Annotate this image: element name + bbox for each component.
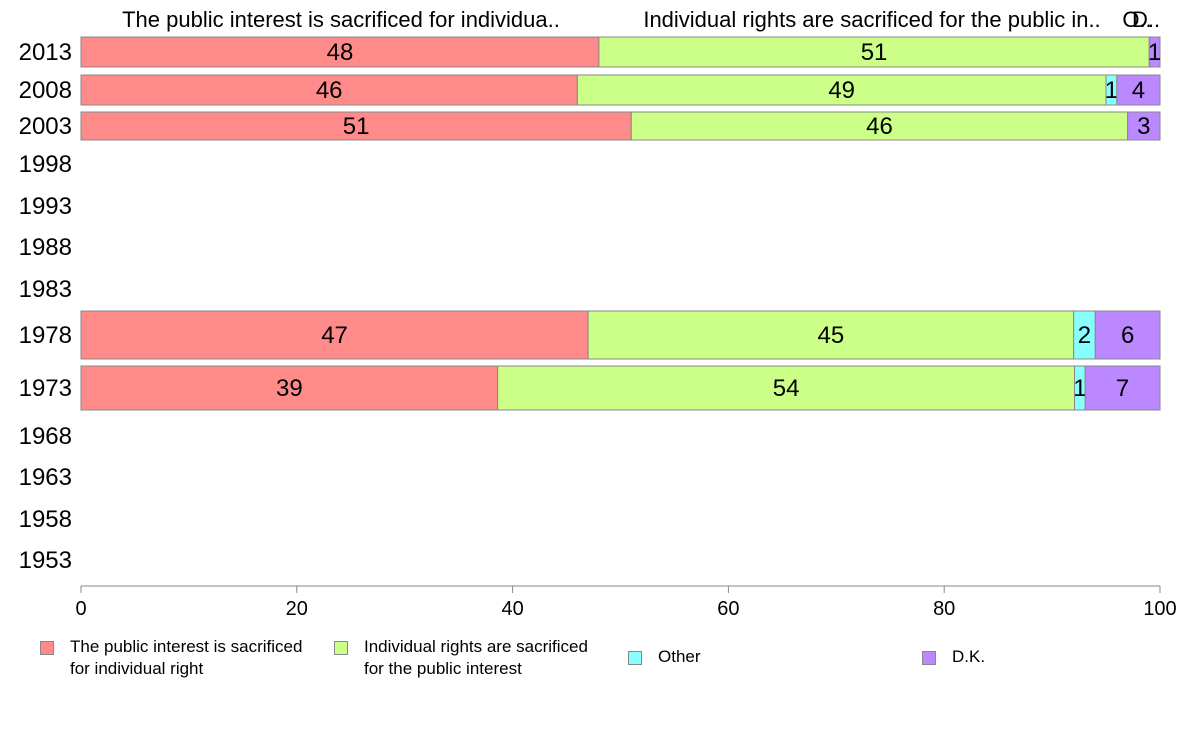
legend-label-individual-rights: Individual rights are sacrificed for the… [364,637,588,678]
legend-swatch-other [628,651,642,665]
x-tick-label: 20 [286,598,308,620]
legend-item-other: Other [628,646,701,668]
bar-segment [80,365,499,411]
x-tick-label: 100 [1143,598,1176,620]
data-label: 1 [1073,375,1086,402]
bar-segment [80,310,589,360]
category-label: 2008 [19,77,72,104]
legend-swatch-dk [922,651,936,665]
legend-swatch-public-interest [40,641,54,655]
data-label: 46 [866,113,893,140]
legend-swatch-individual-rights [334,641,348,655]
legend-item-dk: D.K. [922,646,985,668]
data-label: 54 [773,375,800,402]
bar-segment [1094,310,1161,360]
category-label: 2003 [19,113,72,140]
category-label: 2013 [19,39,72,66]
data-label: 1 [1105,77,1118,104]
legend-label-dk: D.K. [952,647,986,666]
data-label: 4 [1132,77,1145,104]
stacked-bar-chart: The public interest is sacrificed for in… [19,7,1177,620]
bar-segment [1116,74,1161,106]
bar-segment [1084,365,1161,411]
bar-segment [1127,111,1161,141]
bar-segment [497,365,1076,411]
category-label: 1968 [19,423,72,450]
bar-segment [80,111,632,141]
bar-segment [598,36,1150,68]
category-label: 1988 [19,234,72,261]
x-tick-label: 0 [75,598,86,620]
bar-segment [80,36,600,68]
category-label: 1963 [19,464,72,491]
legend-label-public-interest: The public interest is sacrificed for in… [70,637,303,678]
data-label: 39 [276,375,303,402]
data-label: 51 [343,113,370,140]
category-label: 1983 [19,276,72,303]
data-label: 3 [1137,113,1150,140]
category-label: 1998 [19,151,72,178]
category-label: 1953 [19,547,72,574]
bar-segment [587,310,1075,360]
data-label: 49 [828,77,855,104]
series-header-label: D.. [1132,7,1160,32]
data-label: 1 [1148,39,1161,66]
bar-segment [1148,36,1161,68]
legend-label-other: Other [658,647,701,666]
category-label: 1978 [19,322,72,349]
category-label: 1973 [19,375,72,402]
data-label: 47 [321,322,348,349]
series-header-label: O.. [1122,7,1151,32]
data-label: 7 [1116,375,1129,402]
legend: The public interest is sacrificed for in… [0,636,1188,696]
bar-segment [576,74,1107,106]
series-header-label: The public interest is sacrificed for in… [122,7,560,32]
x-tick-label: 80 [933,598,955,620]
category-label: 1993 [19,193,72,220]
data-label: 51 [861,39,888,66]
category-label: 1958 [19,506,72,533]
data-label: 45 [818,322,845,349]
x-tick-label: 60 [717,598,739,620]
legend-item-public-interest: The public interest is sacrificed for in… [40,636,302,680]
data-label: 46 [316,77,343,104]
bar-segment [80,74,578,106]
x-tick-label: 40 [501,598,523,620]
data-label: 6 [1121,322,1134,349]
series-header-label: Individual rights are sacrificed for the… [643,7,1100,32]
bar-segment [630,111,1129,141]
data-label: 48 [327,39,354,66]
legend-item-individual-rights: Individual rights are sacrificed for the… [334,636,588,680]
data-label: 2 [1078,322,1091,349]
